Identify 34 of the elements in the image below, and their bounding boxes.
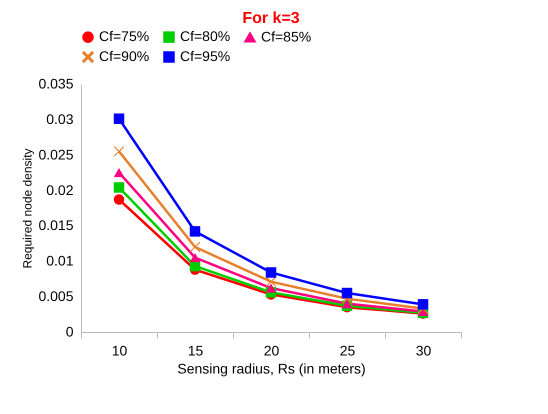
y-axis-title: Required node density <box>20 148 34 269</box>
y-tick-label: 0.015 <box>38 217 74 234</box>
point <box>114 168 124 178</box>
point <box>266 284 276 293</box>
point <box>114 182 124 193</box>
point <box>114 146 124 157</box>
legend-label: Cf=95% <box>180 48 230 64</box>
y-tick-label: 0.01 <box>46 252 74 269</box>
x-tick-label: 10 <box>112 342 128 358</box>
x-tick-label: 30 <box>416 342 432 358</box>
y-tick-label: 0.025 <box>38 146 74 162</box>
y-tick-label: 0.03 <box>46 110 74 127</box>
point <box>418 299 428 310</box>
point <box>114 194 124 205</box>
x-tick-label: 20 <box>264 342 280 358</box>
chart-title: For k=3 <box>242 10 300 27</box>
x-axis-title: Sensing radius, Rs (in meters) <box>177 360 366 376</box>
point <box>190 253 200 262</box>
point <box>190 242 200 252</box>
point <box>266 267 276 278</box>
x-tick-label: 25 <box>340 342 356 358</box>
point <box>190 226 200 237</box>
legend-label: Cf=85% <box>261 28 312 44</box>
y-tick-label: 0.005 <box>38 288 74 304</box>
y-tick-label: 0.035 <box>38 76 74 92</box>
point <box>342 288 352 298</box>
y-tick-label: 0.02 <box>46 182 74 198</box>
point <box>114 113 124 124</box>
legend-label: Cf=80% <box>180 28 230 44</box>
legend-label: Cf=75% <box>99 28 150 44</box>
point <box>342 299 352 308</box>
y-tick-label: 0 <box>66 324 74 340</box>
x-tick-label: 15 <box>188 342 204 358</box>
legend-label: Cf=90% <box>99 48 150 64</box>
